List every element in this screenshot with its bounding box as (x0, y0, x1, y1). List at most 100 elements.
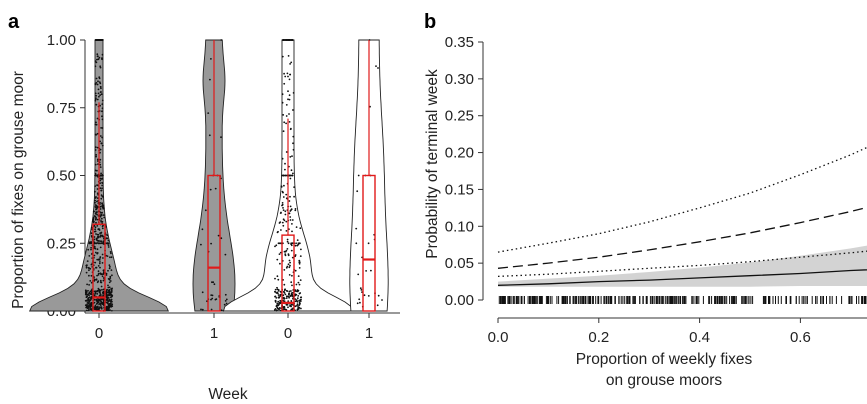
jitter-point (295, 242, 297, 245)
jitter-point (110, 269, 113, 271)
jitter-point (288, 121, 291, 123)
jitter-point (99, 94, 101, 96)
jitter-point (99, 174, 102, 177)
panel-a: a Proportion of fixes on grouse moor Wee… (8, 11, 400, 403)
jitter-point (90, 235, 93, 238)
jitter-point (94, 190, 96, 193)
jitter-point (296, 290, 299, 292)
jitter-point (96, 293, 99, 295)
jitter-point (279, 251, 282, 254)
jitter-point (282, 209, 285, 212)
panel-a-x-tick-label: 0 (284, 325, 292, 342)
jitter-point (213, 283, 216, 286)
jitter-point (106, 301, 109, 304)
jitter-point (105, 274, 108, 276)
jitter-point (101, 177, 103, 180)
jitter-point (109, 302, 112, 305)
jitter-point (94, 83, 97, 86)
jitter-point (99, 148, 102, 151)
jitter-point (108, 286, 111, 289)
jitter-point (208, 134, 211, 137)
jitter-point (88, 304, 91, 306)
jitter-point (97, 270, 100, 273)
jitter-point (108, 289, 111, 291)
jitter-point (96, 146, 99, 149)
box-iqr (207, 174, 221, 312)
panel-b-y-tick-label: 0.00 (445, 292, 474, 309)
jitter-point (105, 293, 108, 296)
jitter-point (279, 295, 282, 297)
jitter-point (283, 306, 285, 309)
jitter-point (279, 293, 282, 296)
jitter-point (290, 249, 293, 252)
jitter-point (277, 296, 280, 299)
jitter-point (287, 300, 290, 302)
jitter-point (290, 308, 293, 311)
jitter-point (90, 305, 92, 307)
jitter-point (299, 255, 302, 257)
jitter-point (284, 213, 287, 216)
jitter-point (95, 82, 98, 84)
jitter-point (284, 288, 286, 291)
jitter-point (288, 94, 291, 97)
jitter-point (88, 274, 90, 277)
jitter-point (99, 202, 101, 204)
jitter-point (96, 39, 99, 41)
jitter-point (290, 169, 293, 172)
confidence-band-area (498, 245, 867, 287)
jitter-point (296, 303, 299, 306)
jitter-point (285, 230, 288, 232)
jitter-point (278, 303, 280, 305)
jitter-point (211, 294, 214, 297)
jitter-point (90, 246, 92, 249)
jitter-point (111, 310, 113, 312)
jitter-point (99, 166, 102, 169)
jitter-point (110, 293, 113, 296)
panel-b-x-axis-title-line1: Proportion of weekly fixes (576, 351, 753, 368)
jitter-point (93, 224, 96, 227)
jitter-point (98, 262, 101, 265)
jitter-point (100, 91, 102, 93)
jitter-point (101, 220, 104, 223)
jitter-point (298, 283, 301, 286)
jitter-point (220, 39, 223, 41)
jitter-point (95, 211, 98, 214)
jitter-point (87, 289, 89, 292)
panel-a-violins (29, 39, 389, 312)
jitter-point (297, 242, 300, 245)
jitter-point (94, 218, 97, 221)
panel-a-y-axis: 0.000.250.500.751.00 (47, 32, 86, 320)
jitter-point (102, 288, 105, 291)
jitter-point (85, 291, 88, 294)
jitter-point (102, 272, 105, 275)
jitter-point (99, 261, 101, 263)
jitter-point (109, 256, 111, 259)
jitter-point (381, 299, 383, 301)
jitter-point (94, 304, 97, 307)
jitter-point (101, 262, 104, 264)
jitter-point (88, 294, 90, 296)
jitter-point (92, 219, 95, 222)
jitter-point (90, 253, 93, 255)
jitter-point (89, 308, 92, 311)
jitter-point (284, 210, 287, 213)
jitter-point (109, 275, 112, 278)
panel-b-lines (497, 146, 867, 286)
jitter-point (96, 200, 98, 203)
jitter-point (281, 157, 284, 160)
jitter-point (98, 303, 100, 306)
jitter-point (96, 117, 99, 120)
jitter-point (106, 237, 109, 240)
jitter-point (279, 262, 281, 265)
jitter-point (297, 306, 299, 308)
panel-b: b Probability of terminal week Proportio… (424, 11, 867, 389)
jitter-point (101, 298, 104, 301)
jitter-point (93, 298, 96, 301)
jitter-point (201, 291, 204, 294)
jitter-point (291, 219, 294, 221)
jitter-point (285, 220, 288, 223)
jitter-point (94, 226, 97, 229)
jitter-point (95, 221, 97, 224)
jitter-point (290, 290, 292, 292)
jitter-point (209, 188, 212, 191)
